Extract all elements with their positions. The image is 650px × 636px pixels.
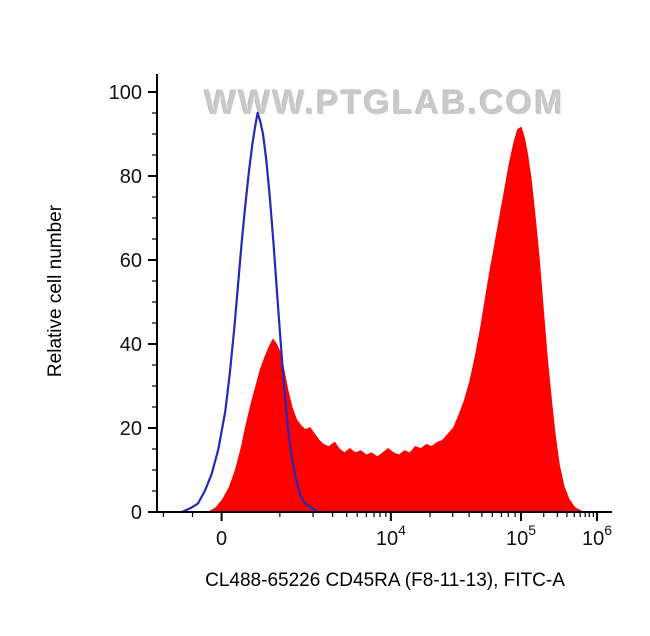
x-tick-label: 105 (506, 522, 536, 550)
watermark: WWW.PTGLAB.COM (204, 84, 565, 122)
y-tick-label: 100 (109, 82, 142, 104)
y-tick-label: 60 (120, 250, 142, 272)
y-tick-label: 20 (120, 418, 142, 440)
filled-histogram (206, 126, 583, 513)
y-tick-label: 80 (120, 166, 142, 188)
y-axis-title: Relative cell number (45, 204, 66, 378)
y-tick-label: 0 (131, 502, 142, 524)
x-tick-label: 0 (216, 528, 227, 550)
open-histogram (180, 111, 320, 514)
x-axis-title: CL488-65226 CD45RA (F8-11-13), FITC-A (205, 570, 565, 591)
y-tick-label: 40 (120, 334, 142, 356)
x-tick-label: 104 (376, 522, 406, 550)
x-tick-label: 106 (582, 522, 612, 550)
